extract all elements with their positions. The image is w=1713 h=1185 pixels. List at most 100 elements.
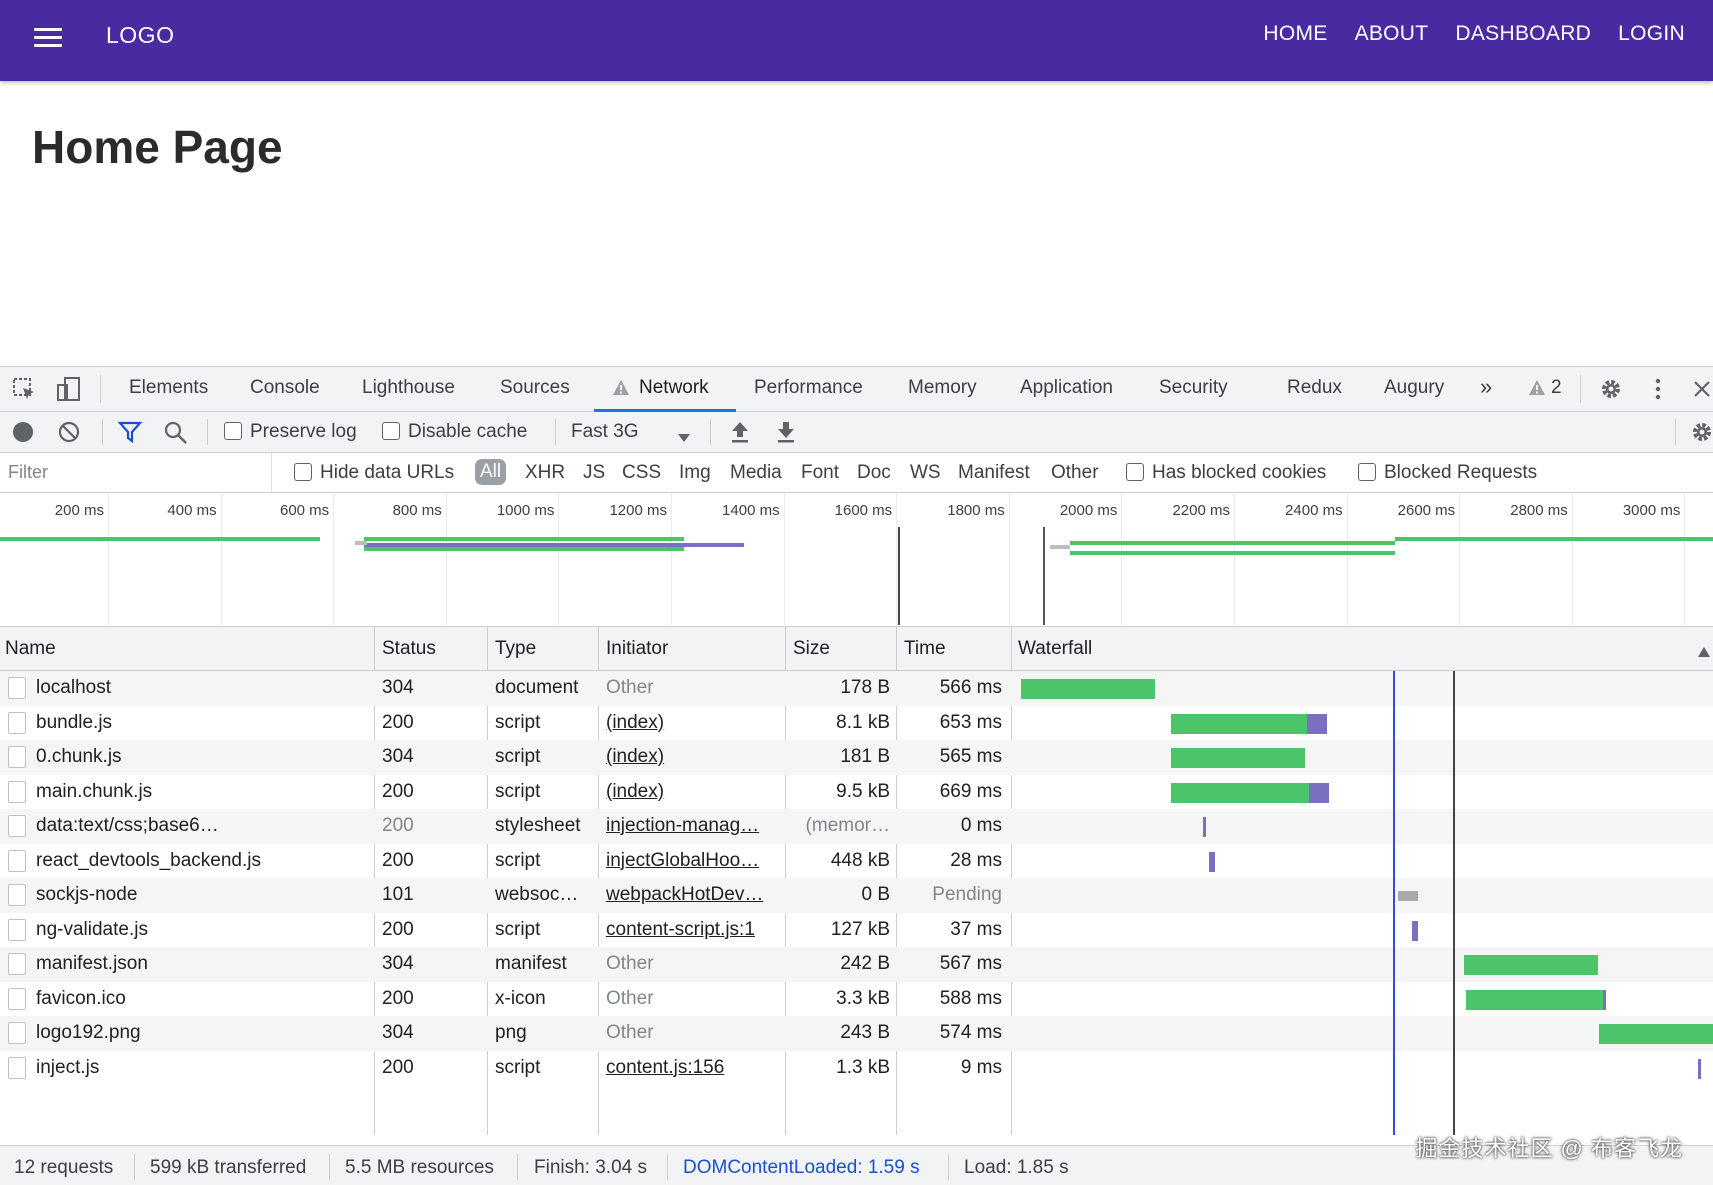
- filter-type-img[interactable]: Img: [679, 462, 711, 483]
- table-row[interactable]: localhost 304 document Other 178 B 566 ms: [0, 671, 1713, 706]
- tab-security[interactable]: Security: [1159, 377, 1228, 398]
- has-blocked-cookies-checkbox[interactable]: Has blocked cookies: [1126, 462, 1326, 484]
- tab-application[interactable]: Application: [1020, 377, 1113, 398]
- warning-count-icon[interactable]: [1528, 379, 1546, 403]
- filter-type-font[interactable]: Font: [801, 462, 840, 483]
- cell-initiator[interactable]: content.js:156: [606, 1056, 725, 1078]
- export-har-icon[interactable]: [776, 420, 796, 450]
- record-icon[interactable]: [12, 421, 34, 449]
- filter-type-css[interactable]: CSS: [622, 462, 662, 483]
- table-row[interactable]: data:text/css;base6… 200 stylesheet injecti…: [0, 809, 1713, 844]
- warning-icon: [612, 379, 630, 403]
- table-row[interactable]: react_devtools_backend.js 200 script inject…: [0, 844, 1713, 879]
- overview-gridline: [783, 493, 785, 625]
- warning-count[interactable]: 2: [1551, 377, 1562, 398]
- more-tabs-icon[interactable]: »: [1480, 374, 1493, 399]
- tab-elements[interactable]: Elements: [129, 377, 209, 398]
- nav-dashboard[interactable]: DASHBOARD: [1455, 22, 1592, 45]
- filter-input[interactable]: [0, 453, 272, 492]
- cell-initiator[interactable]: content-script.js:1: [606, 918, 755, 940]
- table-row[interactable]: sockjs-node 101 websoc… webpackHotDev… 0 B Pe…: [0, 878, 1713, 913]
- filter-type-ws[interactable]: WS: [910, 462, 941, 483]
- blocked-requests-checkbox[interactable]: Blocked Requests: [1358, 462, 1537, 484]
- tab-network[interactable]: Network: [639, 377, 709, 398]
- cell-size: 3.3 kB: [836, 987, 890, 1009]
- more-options-icon[interactable]: [1654, 378, 1662, 406]
- dropdown-arrow-icon[interactable]: [677, 427, 691, 449]
- timeline-overview[interactable]: 200 ms 400 ms 600 ms 800 ms 1000 ms 1200 ms 14…: [0, 493, 1713, 627]
- tab-memory[interactable]: Memory: [908, 377, 977, 398]
- column-name[interactable]: Name: [5, 638, 56, 659]
- import-har-icon[interactable]: [730, 420, 750, 450]
- tab-console[interactable]: Console: [250, 377, 320, 398]
- cell-status: 200: [382, 711, 414, 733]
- disable-cache-checkbox[interactable]: Disable cache: [382, 421, 527, 443]
- overview-gridline: [220, 493, 222, 625]
- sort-ascending-icon[interactable]: [1697, 642, 1711, 664]
- table-row[interactable]: favicon.ico 200 x-icon Other 3.3 kB 588 ms: [0, 982, 1713, 1017]
- preserve-log-checkbox[interactable]: Preserve log: [224, 421, 357, 443]
- clear-icon[interactable]: [58, 421, 80, 449]
- waterfall-bar: [1412, 920, 1418, 941]
- tab-performance[interactable]: Performance: [754, 377, 863, 398]
- tab-sources[interactable]: Sources: [500, 377, 570, 398]
- filter-type-js[interactable]: JS: [583, 462, 606, 483]
- settings-gear-icon[interactable]: [1599, 377, 1623, 407]
- tab-redux[interactable]: Redux: [1287, 377, 1342, 398]
- nav-home[interactable]: HOME: [1263, 22, 1328, 45]
- cell-type: script: [495, 711, 541, 733]
- cell-status: 304: [382, 677, 414, 698]
- table-row[interactable]: inject.js 200 script content.js:156 1.3 kB 9 …: [0, 1051, 1713, 1086]
- network-settings-gear-icon[interactable]: [1690, 420, 1713, 450]
- nav-about[interactable]: ABOUT: [1354, 22, 1429, 45]
- table-row[interactable]: manifest.json 304 manifest Other 242 B 567 ms: [0, 947, 1713, 982]
- page-title: Home Page: [32, 121, 283, 173]
- tab-lighthouse[interactable]: Lighthouse: [362, 377, 455, 398]
- filter-type-manifest[interactable]: Manifest: [958, 462, 1030, 483]
- filter-type-all[interactable]: All: [475, 459, 507, 485]
- table-row[interactable]: bundle.js 200 script (index) 8.1 kB 653 ms: [0, 706, 1713, 741]
- waterfall-bar: [1466, 989, 1603, 1010]
- column-waterfall[interactable]: Waterfall: [1018, 638, 1093, 659]
- cell-initiator[interactable]: webpackHotDev…: [606, 884, 764, 905]
- column-type[interactable]: Type: [495, 638, 537, 659]
- inspect-element-icon[interactable]: [12, 377, 36, 407]
- column-status[interactable]: Status: [382, 638, 436, 659]
- table-row[interactable]: logo192.png 304 png Other 243 B 574 ms: [0, 1016, 1713, 1051]
- overview-gridline: [671, 493, 672, 625]
- active-tab-indicator: [594, 409, 736, 412]
- search-icon[interactable]: [164, 421, 188, 451]
- cell-initiator[interactable]: (index): [606, 780, 665, 802]
- filter-type-media[interactable]: Media: [730, 462, 782, 483]
- waterfall-bar: [1171, 713, 1307, 734]
- hide-data-urls-checkbox[interactable]: Hide data URLs: [294, 462, 454, 484]
- menu-icon[interactable]: [34, 26, 64, 48]
- nav-login[interactable]: LOGIN: [1618, 22, 1685, 45]
- cell-initiator[interactable]: injectGlobalHoo…: [606, 849, 760, 871]
- table-row[interactable]: ng-validate.js 200 script content-script.js…: [0, 913, 1713, 948]
- column-time[interactable]: Time: [904, 638, 946, 659]
- cell-size: 8.1 kB: [836, 711, 890, 733]
- table-row[interactable]: main.chunk.js 200 script (index) 9.5 kB 669 m…: [0, 775, 1713, 810]
- cell-status: 304: [382, 953, 414, 974]
- device-toolbar-icon[interactable]: [56, 376, 82, 408]
- column-size[interactable]: Size: [793, 638, 830, 659]
- tab-augury[interactable]: Augury: [1384, 377, 1445, 398]
- filter-funnel-icon[interactable]: [117, 421, 143, 449]
- file-icon: [8, 953, 26, 975]
- table-row[interactable]: 0.chunk.js 304 script (index) 181 B 565 ms: [0, 740, 1713, 775]
- filter-type-other[interactable]: Other: [1051, 462, 1099, 483]
- cell-initiator[interactable]: (index): [606, 746, 665, 767]
- close-devtools-icon[interactable]: [1693, 380, 1711, 404]
- cell-initiator[interactable]: injection-manag…: [606, 815, 760, 836]
- overview-gridline: [1346, 493, 1348, 625]
- file-icon: [8, 918, 26, 941]
- cell-status: 304: [382, 746, 414, 767]
- filter-type-xhr[interactable]: XHR: [525, 462, 566, 483]
- throttling-select[interactable]: Fast 3G: [571, 421, 639, 443]
- column-initiator[interactable]: Initiator: [606, 638, 669, 659]
- cell-initiator[interactable]: (index): [606, 711, 665, 733]
- cell-name: 0.chunk.js: [36, 746, 122, 767]
- file-icon: [8, 746, 26, 768]
- filter-type-doc[interactable]: Doc: [857, 462, 891, 483]
